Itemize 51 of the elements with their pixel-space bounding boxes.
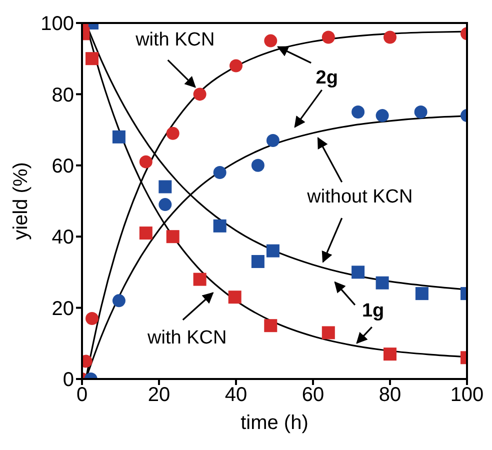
x-axis-title: time (h): [240, 412, 308, 434]
y-axis-title: yield (%): [10, 162, 32, 240]
y-tick-label: 100: [40, 13, 74, 36]
x-tick-label: 80: [378, 384, 402, 406]
point: [322, 30, 335, 44]
point: [352, 106, 365, 118]
y-tick-label: 40: [52, 226, 74, 249]
point: [139, 226, 152, 240]
point: [352, 266, 365, 279]
point: [415, 287, 428, 300]
x-tick-label: 60: [302, 384, 324, 406]
x-tick-label: 40: [224, 384, 248, 406]
y-tick-label: 20: [52, 298, 74, 320]
point: [112, 294, 126, 308]
point: [414, 106, 428, 118]
point: [213, 166, 226, 180]
x-tick-label: 20: [148, 384, 170, 406]
point: [376, 109, 389, 122]
annotation: with KCN: [134, 30, 215, 51]
annotation: 1g: [362, 300, 384, 322]
point: [158, 198, 172, 212]
point: [266, 134, 280, 147]
point: [228, 290, 242, 304]
point: [112, 130, 126, 144]
point: [384, 348, 396, 361]
annotation: with KCN: [146, 328, 227, 349]
point: [251, 255, 264, 268]
point: [322, 326, 335, 340]
point: [166, 126, 180, 140]
y-tick-label: 0: [62, 369, 74, 392]
x-tick-label: 0: [76, 384, 88, 406]
point: [158, 180, 172, 194]
point: [266, 244, 280, 258]
point: [384, 30, 396, 44]
point: [251, 158, 264, 172]
point: [213, 219, 226, 232]
point: [230, 59, 242, 72]
point: [193, 88, 206, 101]
point: [264, 319, 278, 332]
y-tick-label: 60: [52, 156, 74, 178]
point: [193, 272, 206, 286]
point: [86, 312, 99, 325]
annotation: without KCN: [306, 186, 413, 208]
point: [139, 155, 152, 168]
y-tick-label: 80: [52, 84, 74, 106]
point: [166, 230, 180, 244]
x-tick-label: 100: [450, 384, 484, 406]
point: [86, 52, 99, 66]
point: [264, 34, 278, 48]
annotation: 2g: [316, 67, 338, 88]
point: [376, 276, 389, 290]
